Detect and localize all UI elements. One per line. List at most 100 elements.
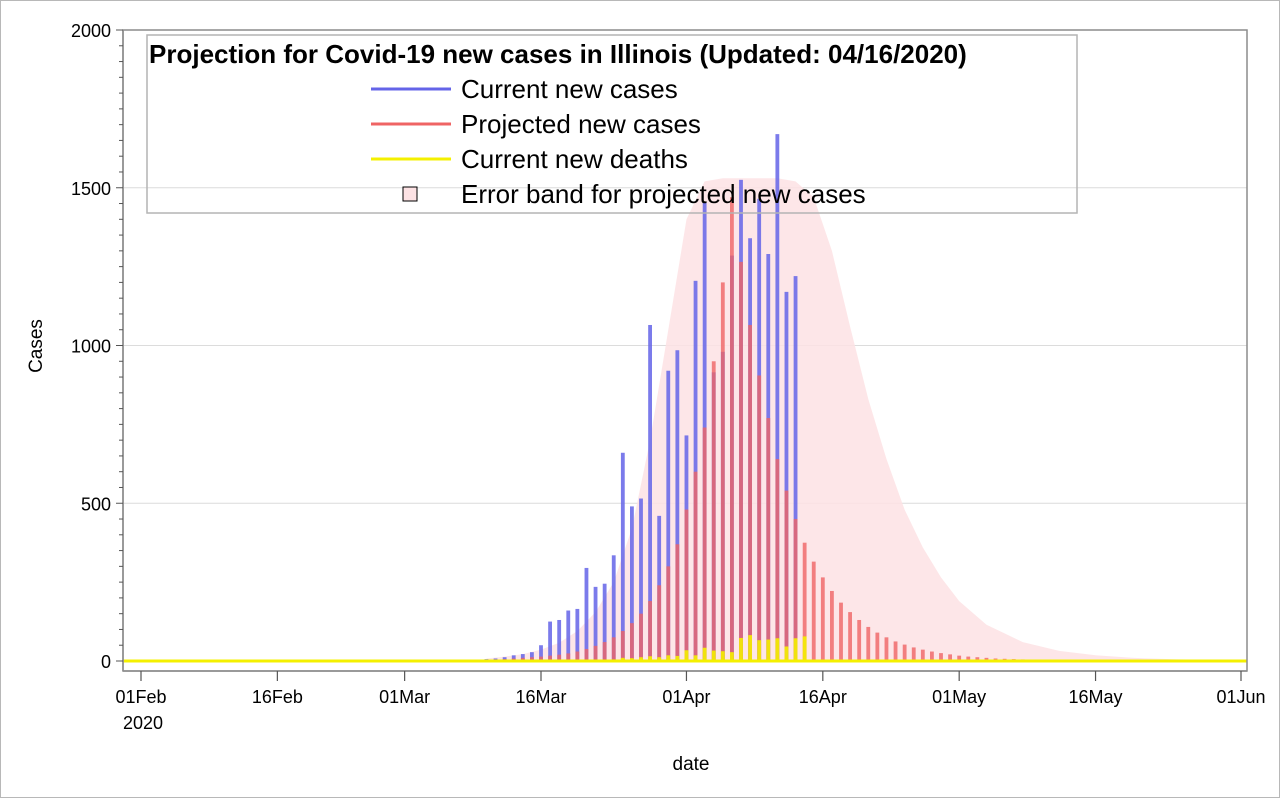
chart-title: Projection for Covid-19 new cases in Ill… [149,39,967,69]
legend-label-projected-cases: Projected new cases [461,109,701,139]
projected-cases-bar [530,657,534,661]
current-deaths-bar [684,650,689,661]
projected-cases-bar [666,566,671,661]
projected-cases-bar [566,653,571,661]
projected-cases-bar [675,544,680,661]
current-deaths-bar [748,635,752,661]
projected-cases-bar [811,561,816,661]
projected-cases-bar [939,653,943,661]
current-deaths-bar [620,657,625,661]
projected-cases-bar [520,657,525,661]
current-cases-bar [530,652,534,661]
y-tick-label: 1500 [71,179,111,199]
projected-cases-bar [830,590,834,661]
y-axis: 0 500 1000 1500 2000 [71,21,124,672]
current-cases-bar [520,654,525,661]
current-deaths-bar [775,638,780,661]
projected-cases-bar [784,490,789,661]
current-cases-bar [675,350,680,661]
y-tick-label: 2000 [71,21,111,41]
current-cases-bar [793,276,798,661]
current-deaths-bar [784,646,789,661]
projected-cases-bar [730,197,734,661]
current-cases-bar [639,498,643,661]
x-axis-title: date [673,754,710,775]
current-deaths-bar [657,657,662,661]
y-tick-label: 0 [101,652,111,672]
current-deaths-bar [720,651,725,661]
current-deaths-bar [711,650,716,661]
x-tick-label: 01Apr [662,687,710,707]
x-tick-sublabel: 2020 [123,713,163,733]
current-deaths-bar [802,636,807,661]
projected-cases-bar [802,542,807,661]
legend-swatch-error-band [402,186,418,202]
projected-cases-bar [911,647,916,661]
projected-cases-bar [984,657,989,661]
current-deaths-bar [693,655,698,661]
legend-box [146,34,1078,214]
projected-cases-bar [657,585,662,661]
current-deaths-bar [639,657,643,661]
projected-cases-bar [820,577,825,661]
projected-cases-bars [484,197,1116,662]
projected-cases-bar [639,613,643,661]
projected-cases-bar [839,602,843,661]
projected-cases-bar [739,261,743,661]
projected-cases-bar [748,324,752,661]
y-tick-label: 500 [81,494,111,514]
current-cases-bar [602,583,607,661]
projected-cases-bar [884,637,889,661]
current-cases-bar [584,567,589,661]
x-tick-label: 01Jun [1216,687,1265,707]
x-tick-label: 16May [1069,687,1123,707]
current-deaths-bar [702,647,707,661]
projected-cases-bar [793,519,798,661]
legend-label-current-deaths: Current new deaths [461,144,688,174]
projected-cases-bar [702,427,707,661]
projected-cases-bar [593,645,598,661]
projected-cases-bar [775,459,780,661]
projected-cases-bar [866,626,871,661]
x-tick-label: 16Feb [252,687,303,707]
x-tick-label: 16Mar [515,687,566,707]
current-deaths-bar [766,639,771,661]
current-deaths-bar [739,637,743,661]
projected-cases-bar [902,644,907,661]
projected-cases-bar [875,632,880,661]
projected-cases-bar [966,656,971,661]
y-axis-title: Cases [26,319,47,373]
current-cases-bar [566,610,571,661]
projected-cases-bar [893,641,898,661]
legend-label-current-cases: Current new cases [461,74,678,104]
legend-label-error-band: Error band for projected new cases [461,179,866,209]
projected-cases-bar [711,361,716,661]
projected-cases-bar [957,655,962,661]
current-cases-bar [611,555,616,661]
current-cases-bar [784,291,789,661]
x-axis: 01Feb 2020 16Feb 01Mar 16Mar 01Apr 16Apr 01May 1… [115,670,1266,733]
current-cases-bar [539,645,543,661]
x-tick-label: 16Apr [799,687,847,707]
projected-cases-bar [766,418,771,661]
current-deaths-bars [575,635,807,662]
current-cases-bar [575,608,580,661]
current-cases-bar [548,621,552,661]
projected-cases-bar [557,654,562,661]
current-cases-bar [693,280,698,661]
projected-cases-bar [948,654,952,661]
projected-cases-bar [548,655,552,661]
current-cases-bar [775,134,780,661]
current-deaths-bar [675,655,680,661]
current-cases-bar [630,506,634,661]
current-cases-bar [666,370,671,661]
projected-cases-bar [757,375,762,661]
projected-cases-bar [611,637,616,661]
projected-cases-bar [920,649,925,661]
projected-cases-bar [975,657,980,661]
current-deaths-bar [757,640,762,661]
current-cases-bar [648,324,652,661]
projected-cases-bar [693,471,698,661]
